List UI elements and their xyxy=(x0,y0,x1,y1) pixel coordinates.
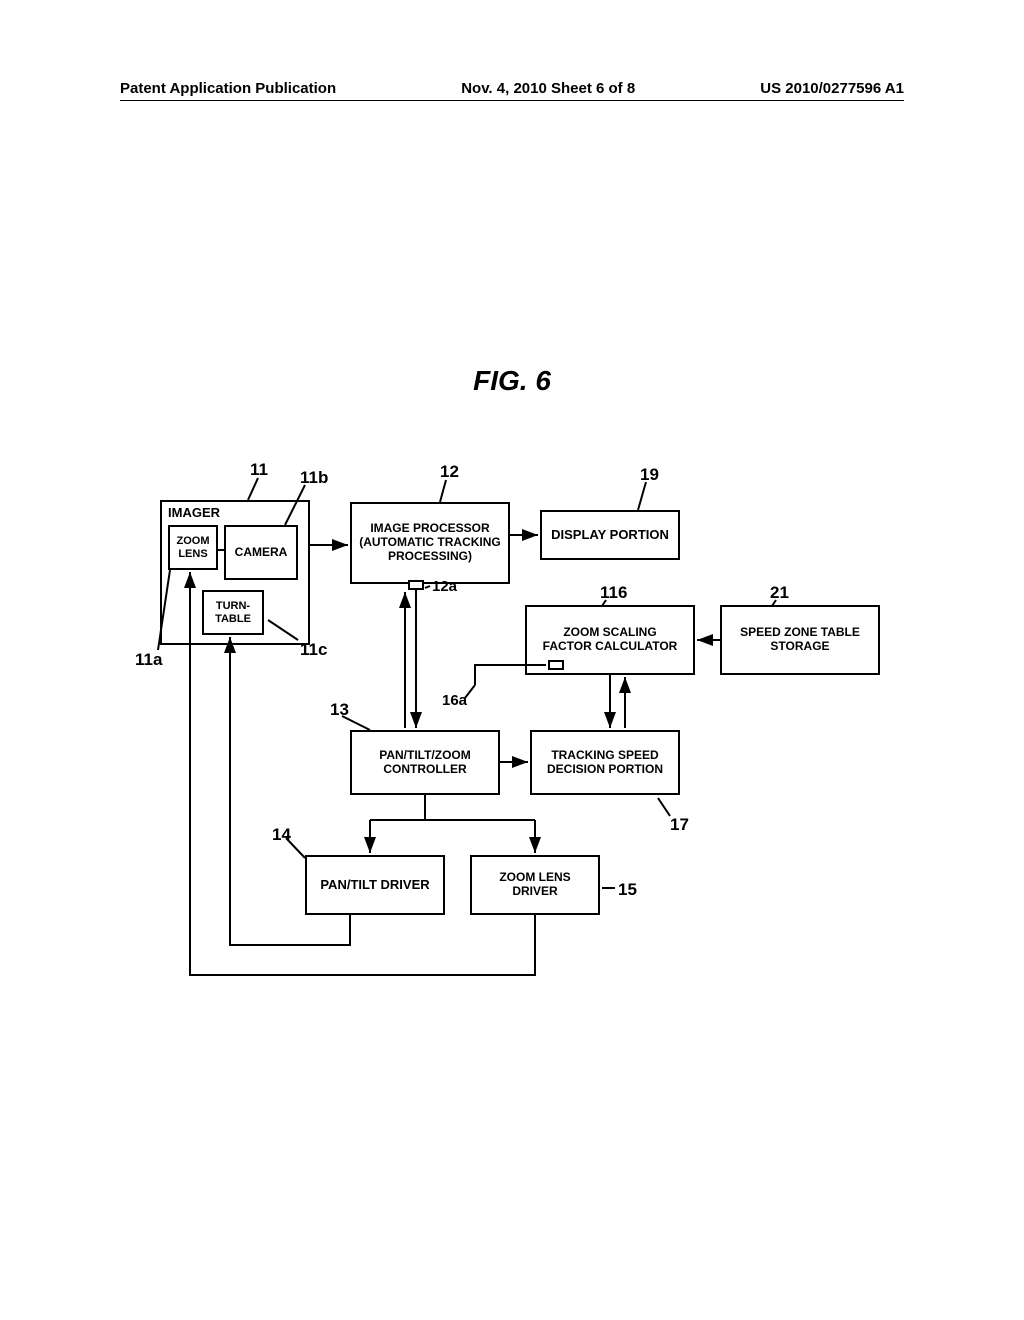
zoom-lens-box: ZOOM LENS xyxy=(168,525,218,570)
ref-12: 12 xyxy=(440,462,459,482)
header-left: Patent Application Publication xyxy=(120,80,336,97)
camera-box: CAMERA xyxy=(224,525,298,580)
ref-11c: 11c xyxy=(300,640,327,660)
ref-11: 11 xyxy=(250,460,268,480)
zoom-lens-driver-box: ZOOM LENS DRIVER xyxy=(470,855,600,915)
ref-19: 19 xyxy=(640,465,659,485)
display-box: DISPLAY PORTION xyxy=(540,510,680,560)
header-divider xyxy=(120,100,904,101)
ref-21: 21 xyxy=(770,583,789,603)
pan-tilt-driver-label: PAN/TILT DRIVER xyxy=(320,878,429,893)
camera-label: CAMERA xyxy=(235,546,288,560)
tracking-speed-box: TRACKING SPEED DECISION PORTION xyxy=(530,730,680,795)
turntable-box: TURN- TABLE xyxy=(202,590,264,635)
pan-tilt-driver-box: PAN/TILT DRIVER xyxy=(305,855,445,915)
display-label: DISPLAY PORTION xyxy=(551,528,669,543)
zoom-calc-label: ZOOM SCALING FACTOR CALCULATOR xyxy=(543,626,678,654)
figure-title: FIG. 6 xyxy=(473,365,551,397)
port-12a xyxy=(408,580,424,590)
image-processor-label: IMAGE PROCESSOR (AUTOMATIC TRACKING PROC… xyxy=(359,522,501,563)
ref-12a: 12a xyxy=(432,578,457,595)
ref-116: 116 xyxy=(600,583,627,603)
ref-13: 13 xyxy=(330,700,349,720)
zoom-lens-driver-label: ZOOM LENS DRIVER xyxy=(499,871,570,899)
imager-label: IMAGER xyxy=(168,506,220,521)
port-16a xyxy=(548,660,564,670)
ref-11b: 11b xyxy=(300,468,328,488)
image-processor-box: IMAGE PROCESSOR (AUTOMATIC TRACKING PROC… xyxy=(350,502,510,584)
ref-14: 14 xyxy=(272,825,291,845)
ref-15: 15 xyxy=(618,880,637,900)
header-right: US 2010/0277596 A1 xyxy=(760,80,904,97)
ref-11a: 11a xyxy=(135,650,162,670)
ref-16a: 16a xyxy=(442,692,467,709)
zoom-lens-label: ZOOM LENS xyxy=(177,535,210,560)
header-center: Nov. 4, 2010 Sheet 6 of 8 xyxy=(461,80,635,97)
speed-table-box: SPEED ZONE TABLE STORAGE xyxy=(720,605,880,675)
turntable-label: TURN- TABLE xyxy=(215,600,251,625)
tracking-speed-label: TRACKING SPEED DECISION PORTION xyxy=(547,749,663,777)
ptz-controller-label: PAN/TILT/ZOOM CONTROLLER xyxy=(379,749,471,777)
speed-table-label: SPEED ZONE TABLE STORAGE xyxy=(740,626,860,654)
block-diagram: IMAGER ZOOM LENS CAMERA TURN- TABLE IMAG… xyxy=(140,440,900,1000)
ptz-controller-box: PAN/TILT/ZOOM CONTROLLER xyxy=(350,730,500,795)
ref-17: 17 xyxy=(670,815,689,835)
